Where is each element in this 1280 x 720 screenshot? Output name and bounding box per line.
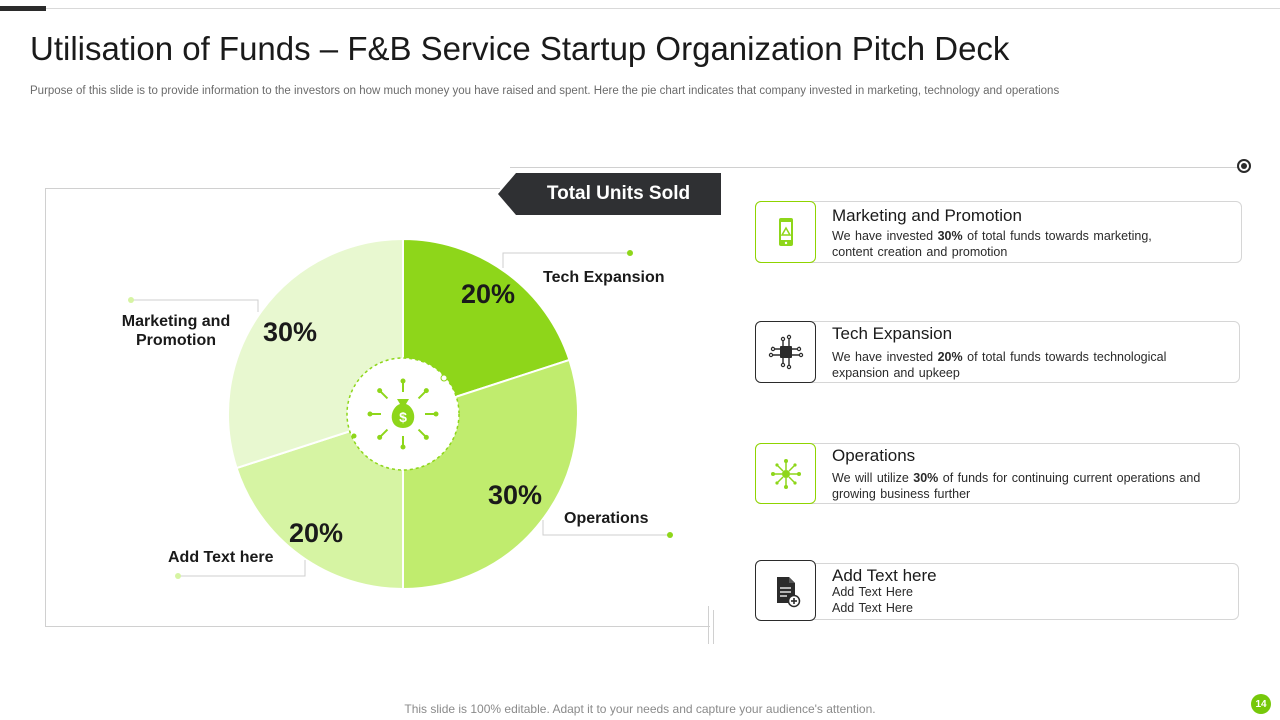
leader-line [502, 252, 630, 268]
leader-line [542, 520, 670, 536]
desc-percent: 30% [937, 229, 963, 243]
leader-line [178, 560, 306, 577]
leader-dot [667, 532, 673, 538]
frame-left-line [45, 188, 46, 627]
mobile-marketing-icon [755, 201, 816, 263]
pie-chart: 20% 30% 20% 30% Tech Expansion Operations Add … [122, 237, 673, 591]
frame-right-tick-2 [713, 610, 714, 644]
document-add-icon [755, 560, 816, 621]
desc-text: of funds for continuing current operatio… [832, 471, 1201, 501]
header-accent-bar [0, 6, 46, 11]
card-add-line2: Add Text Here [832, 601, 913, 615]
card-add-text [755, 563, 1239, 620]
desc-percent: 30% [913, 471, 939, 485]
card-marketing [755, 201, 1242, 263]
desc-text: of total funds towards technological exp… [832, 350, 1167, 380]
page-number-badge: 14 [1251, 694, 1271, 714]
card-operations-desc: We will utilize 30% of funds for continu… [832, 470, 1202, 502]
desc-text: of total funds towards marketing, conten… [832, 229, 1152, 259]
desc-text: We have invested [832, 350, 938, 364]
page-subtitle: Purpose of this slide is to provide info… [30, 85, 1060, 97]
leader-dot [175, 573, 181, 579]
label-marketing-line1: Marketing and [122, 313, 230, 330]
footer-note: This slide is 100% editable. Adapt it to… [404, 702, 876, 716]
desc-text: We will utilize [832, 471, 914, 485]
pie-labels: 20% 30% 20% 30% Tech Expansion Operations Add … [122, 269, 665, 566]
pie-leader-lines [128, 250, 673, 579]
svg-text:$: $ [399, 409, 407, 425]
card-tech-desc: We have invested 20% of total funds towa… [832, 349, 1202, 381]
pie-percent-label: 30% [488, 480, 542, 510]
circuit-chip-icon [755, 321, 816, 383]
leader-dot [627, 250, 633, 256]
slice-add-text [235, 412, 404, 591]
card-marketing-title: Marketing and Promotion [832, 206, 1022, 225]
page-title: Utilisation of Funds – F&B Service Start… [30, 30, 1010, 67]
frame-right-tick [708, 606, 709, 644]
frame-top-line [45, 188, 500, 189]
money-bag-icon: $ [346, 357, 460, 471]
header-rule [46, 8, 1280, 9]
operations-network-icon [755, 443, 816, 504]
total-units-banner: Total Units Sold [498, 173, 721, 215]
leader-dot [128, 297, 134, 303]
desc-percent: 20% [937, 350, 963, 364]
pie-percent-label: 20% [289, 518, 343, 548]
card-tech [755, 321, 1240, 383]
pie-percent-label: 20% [461, 279, 515, 309]
banner-label: Total Units Sold [546, 183, 691, 204]
label-operations: Operations [564, 510, 649, 527]
card-add-title: Add Text here [832, 566, 937, 585]
target-icon [1237, 159, 1251, 173]
card-operations [755, 443, 1240, 504]
card-tech-title: Tech Expansion [832, 324, 953, 343]
leader-line [131, 299, 259, 312]
label-tech-expansion: Tech Expansion [543, 269, 665, 286]
pie-percent-label: 30% [263, 317, 317, 347]
frame-bottom-line [45, 626, 710, 627]
card-marketing-desc: We have invested 30% of total funds towa… [832, 228, 1192, 260]
card-operations-title: Operations [832, 446, 916, 465]
label-marketing-line2: Promotion [136, 332, 216, 349]
frame-upper-line [510, 167, 1238, 168]
label-add-text: Add Text here [168, 549, 274, 566]
card-add-line1: Add Text Here [832, 585, 913, 599]
slice-tech-expansion [402, 237, 571, 416]
desc-text: We have invested [832, 229, 938, 243]
